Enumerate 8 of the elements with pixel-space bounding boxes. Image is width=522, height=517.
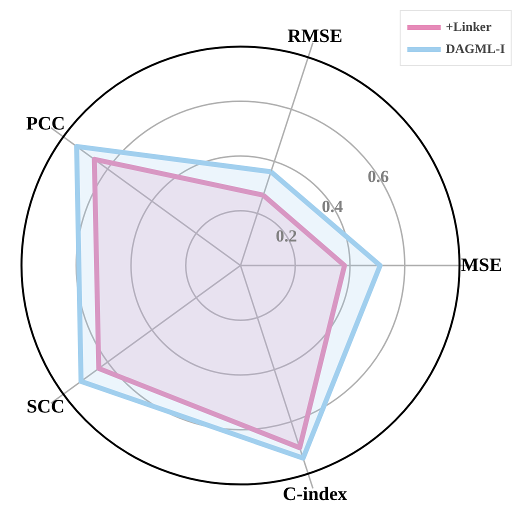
spoke-label: SCC: [26, 396, 65, 418]
legend-label: +Linker: [446, 19, 492, 35]
legend-label: DAGML-I: [446, 41, 505, 57]
spoke-label: PCC: [26, 113, 66, 134]
y-tick-label: 0.2: [276, 226, 298, 246]
spoke-label: MSE: [460, 255, 502, 276]
spoke-label: C-index: [282, 484, 348, 506]
spoke-label: RMSE: [287, 26, 342, 47]
